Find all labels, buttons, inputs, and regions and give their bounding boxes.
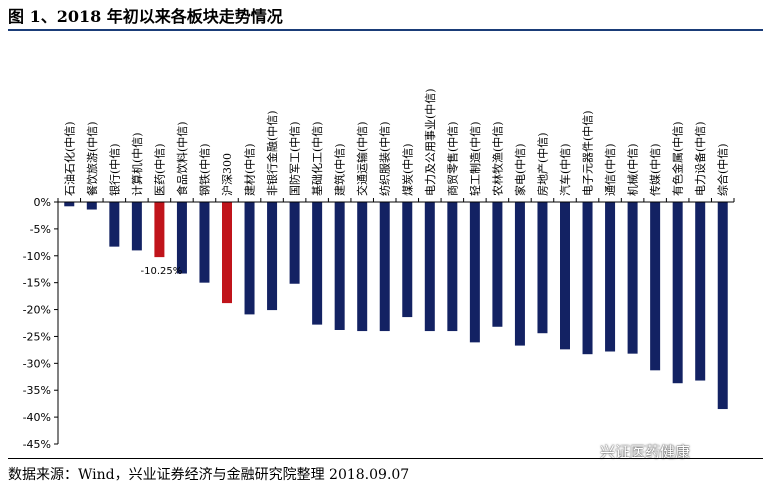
y-tick-label: -35%	[23, 384, 51, 397]
y-tick-label: -10%	[23, 250, 51, 263]
category-label: 食品饮料(中信)	[175, 121, 189, 196]
category-label: 计算机(中信)	[130, 132, 144, 196]
bar	[650, 202, 661, 371]
category-label: 建材(中信)	[243, 143, 257, 196]
bar	[222, 202, 232, 304]
category-label: 机械(中信)	[626, 143, 640, 196]
y-tick-label: -15%	[23, 277, 51, 290]
category-label: 轻工制造(中信)	[468, 121, 482, 196]
category-label: 家电(中信)	[513, 143, 527, 196]
bar	[514, 202, 525, 346]
y-tick-label: -30%	[23, 357, 51, 370]
bar	[492, 202, 503, 327]
bar	[289, 202, 300, 284]
category-label: 建筑(中信)	[333, 143, 347, 196]
figure-title: 图 1、2018 年初以来各板块走势情况	[8, 7, 283, 26]
bar	[717, 202, 728, 410]
bar	[469, 202, 480, 343]
category-label: 非银行金融(中信)	[265, 110, 279, 196]
bar	[199, 202, 210, 283]
bar	[402, 202, 413, 318]
watermark-text: 兴证医药健康	[600, 443, 691, 461]
footer-rule	[8, 458, 763, 459]
category-label: 电子元器件(中信)	[582, 110, 595, 196]
bar	[695, 202, 706, 381]
y-tick-label: -45%	[23, 438, 51, 451]
category-label: 交通运输(中信)	[355, 121, 369, 196]
category-label: 房地产(中信)	[535, 132, 549, 196]
bar	[131, 202, 142, 251]
bar	[244, 202, 255, 315]
category-label: 沪深300	[220, 153, 234, 196]
bar	[109, 202, 120, 247]
bar	[64, 202, 75, 207]
y-tick-label: -20%	[23, 304, 51, 317]
category-label: 传媒(中信)	[649, 143, 662, 196]
y-tick-label: -40%	[23, 411, 51, 424]
category-label: 煤炭(中信)	[401, 143, 414, 196]
category-label: 汽车(中信)	[558, 143, 572, 196]
source-note: 数据来源：Wind，兴业证券经济与金融研究院整理 2018.09.07	[8, 467, 410, 483]
category-label: 钢铁(中信)	[198, 143, 211, 196]
bar	[672, 202, 683, 384]
bar	[537, 202, 548, 334]
bar	[267, 202, 278, 311]
bar	[560, 202, 570, 350]
bar	[154, 202, 165, 258]
category-label: 国防军工(中信)	[288, 121, 302, 196]
bar	[379, 202, 390, 332]
category-label: 综合(中信)	[716, 143, 730, 196]
category-label: 银行(中信)	[107, 143, 121, 196]
category-label: 基础化工(中信)	[310, 121, 324, 196]
bar	[627, 202, 638, 354]
bar	[582, 202, 593, 355]
bar	[86, 202, 97, 210]
category-label: 电力及公用事业(中信)	[424, 88, 437, 196]
category-label: 餐饮旅游(中信)	[85, 121, 99, 196]
bar	[447, 202, 458, 332]
category-label: 纺织服装(中信)	[378, 121, 392, 196]
bar	[312, 202, 323, 325]
bar	[176, 202, 187, 274]
category-label: 医药(中信)	[153, 143, 166, 196]
y-tick-label: 0%	[34, 196, 51, 209]
category-label: 石油石化(中信)	[62, 121, 76, 196]
category-label: 农林牧渔(中信)	[490, 121, 504, 196]
title-rule	[8, 29, 763, 31]
bar	[605, 202, 616, 352]
bar	[424, 202, 435, 332]
category-label: 有色金属(中信)	[671, 121, 685, 196]
category-label: 商贸零售(中信)	[445, 121, 459, 196]
category-label: 通信(中信)	[604, 143, 617, 196]
y-tick-label: -5%	[30, 223, 51, 236]
category-label: 电力设备(中信)	[693, 121, 707, 196]
bar	[334, 202, 345, 330]
y-tick-label: -25%	[23, 330, 51, 343]
bar	[357, 202, 368, 332]
data-label: -10.25%	[141, 266, 183, 277]
